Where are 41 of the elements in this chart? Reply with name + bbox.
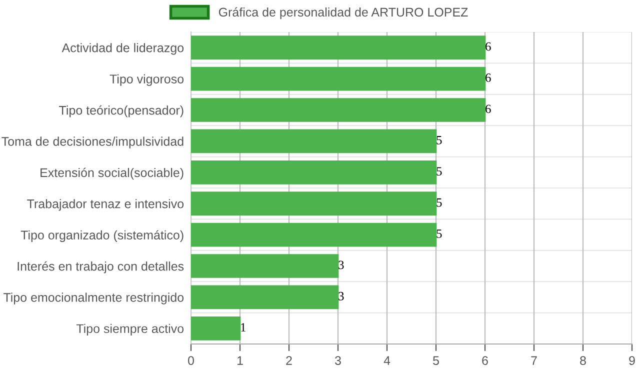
- data-label: 5: [436, 136, 442, 144]
- x-tick-label: 1: [237, 356, 243, 365]
- bar: [191, 254, 339, 278]
- x-tick-label: 6: [482, 356, 488, 365]
- data-label: 3: [338, 292, 344, 300]
- x-tick-label: 4: [384, 356, 390, 365]
- x-tick-label: 3: [335, 356, 341, 365]
- bar: [191, 285, 339, 310]
- data-label: 5: [436, 230, 442, 238]
- x-tick-label: 7: [531, 356, 537, 365]
- y-tick-label: Toma de decisiones/impulsividad: [2, 136, 184, 148]
- legend-label: Gráfica de personalidad de ARTURO LOPEZ: [218, 7, 468, 20]
- data-label: 5: [436, 198, 442, 207]
- x-tick-label: 5: [433, 356, 439, 365]
- x-tick-label: 2: [286, 356, 292, 365]
- y-tick-label: Interés en trabajo con detalles: [18, 261, 184, 274]
- x-tick-label: 9: [629, 356, 635, 365]
- bar: [191, 222, 437, 247]
- data-label: 1: [241, 323, 246, 332]
- data-label: 5: [436, 167, 442, 176]
- y-tick-label: Actividad de liderazgo: [62, 43, 184, 55]
- x-tick-label: 0: [188, 356, 194, 365]
- data-label: 6: [486, 104, 491, 114]
- bar: [191, 66, 486, 91]
- bar: [191, 316, 241, 340]
- y-tick-label: Tipo teórico(pensador): [59, 105, 184, 118]
- y-tick-label: Tipo siempre activo: [76, 324, 184, 336]
- bar: [191, 36, 486, 60]
- bar: [191, 98, 486, 122]
- data-label: 3: [338, 260, 344, 270]
- y-tick-label: Extensión social(sociable): [40, 168, 184, 180]
- y-tick-label: Tipo vigoroso: [110, 74, 184, 86]
- y-tick-label: Tipo emocionalmente restringido: [3, 292, 184, 304]
- y-tick-label: Trabajador tenaz e intensivo: [27, 199, 184, 211]
- x-tick-label: 8: [580, 356, 586, 365]
- data-label: 6: [486, 42, 491, 51]
- data-label: 6: [486, 74, 491, 82]
- bar: [191, 160, 437, 184]
- bar: [191, 129, 437, 154]
- y-tick-label: Tipo organizado (sistemático): [20, 230, 184, 242]
- bar: [191, 192, 437, 216]
